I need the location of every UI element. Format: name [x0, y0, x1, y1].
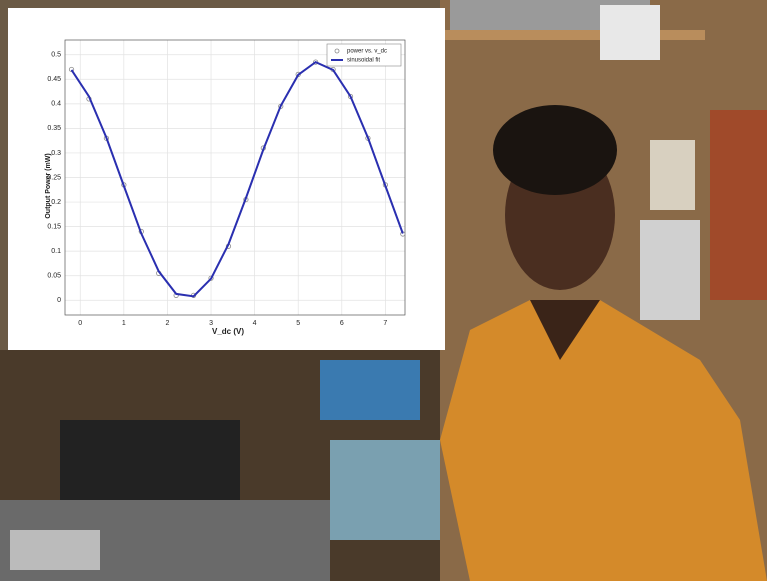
y-tick-label: 0.35 — [47, 125, 61, 132]
y-tick-label: 0.4 — [51, 101, 61, 108]
x-tick-label: 4 — [253, 320, 257, 327]
fit-line — [70, 60, 404, 298]
x-tick-label: 3 — [209, 320, 213, 327]
legend-swatch — [334, 48, 340, 54]
x-tick-label: 5 — [296, 320, 300, 327]
x-tick-label: 1 — [122, 320, 126, 327]
y-axis-label: Output Power (mW) — [45, 153, 52, 218]
legend-box — [326, 43, 402, 67]
x-tick-label: 6 — [340, 320, 344, 327]
y-tick-label: 0.3 — [51, 150, 61, 157]
y-tick-label: 0.25 — [47, 174, 61, 181]
y-tick-label: 0.5 — [51, 52, 61, 59]
y-tick-label: 0.15 — [47, 223, 61, 230]
x-axis-label: V_dc (V) — [212, 327, 244, 336]
x-tick-label: 0 — [78, 320, 82, 327]
y-tick-label: 0.05 — [47, 273, 61, 280]
y-tick-label: 0 — [57, 297, 61, 304]
x-tick-label: 2 — [165, 320, 169, 327]
y-tick-label: 0.1 — [51, 248, 61, 255]
chart: V_dc (V) Output Power (mW) 0 0.05 0.1 0.15 0… — [8, 8, 445, 350]
plot-frame — [64, 39, 406, 316]
x-tick-label: 7 — [383, 320, 387, 327]
legend-label: power vs. v_dc — [347, 49, 387, 55]
y-tick-label: 0.45 — [47, 76, 61, 83]
y-tick-label: 0.2 — [51, 199, 61, 206]
legend-label: sinusoidal fit — [347, 58, 380, 64]
data-point — [208, 275, 214, 281]
